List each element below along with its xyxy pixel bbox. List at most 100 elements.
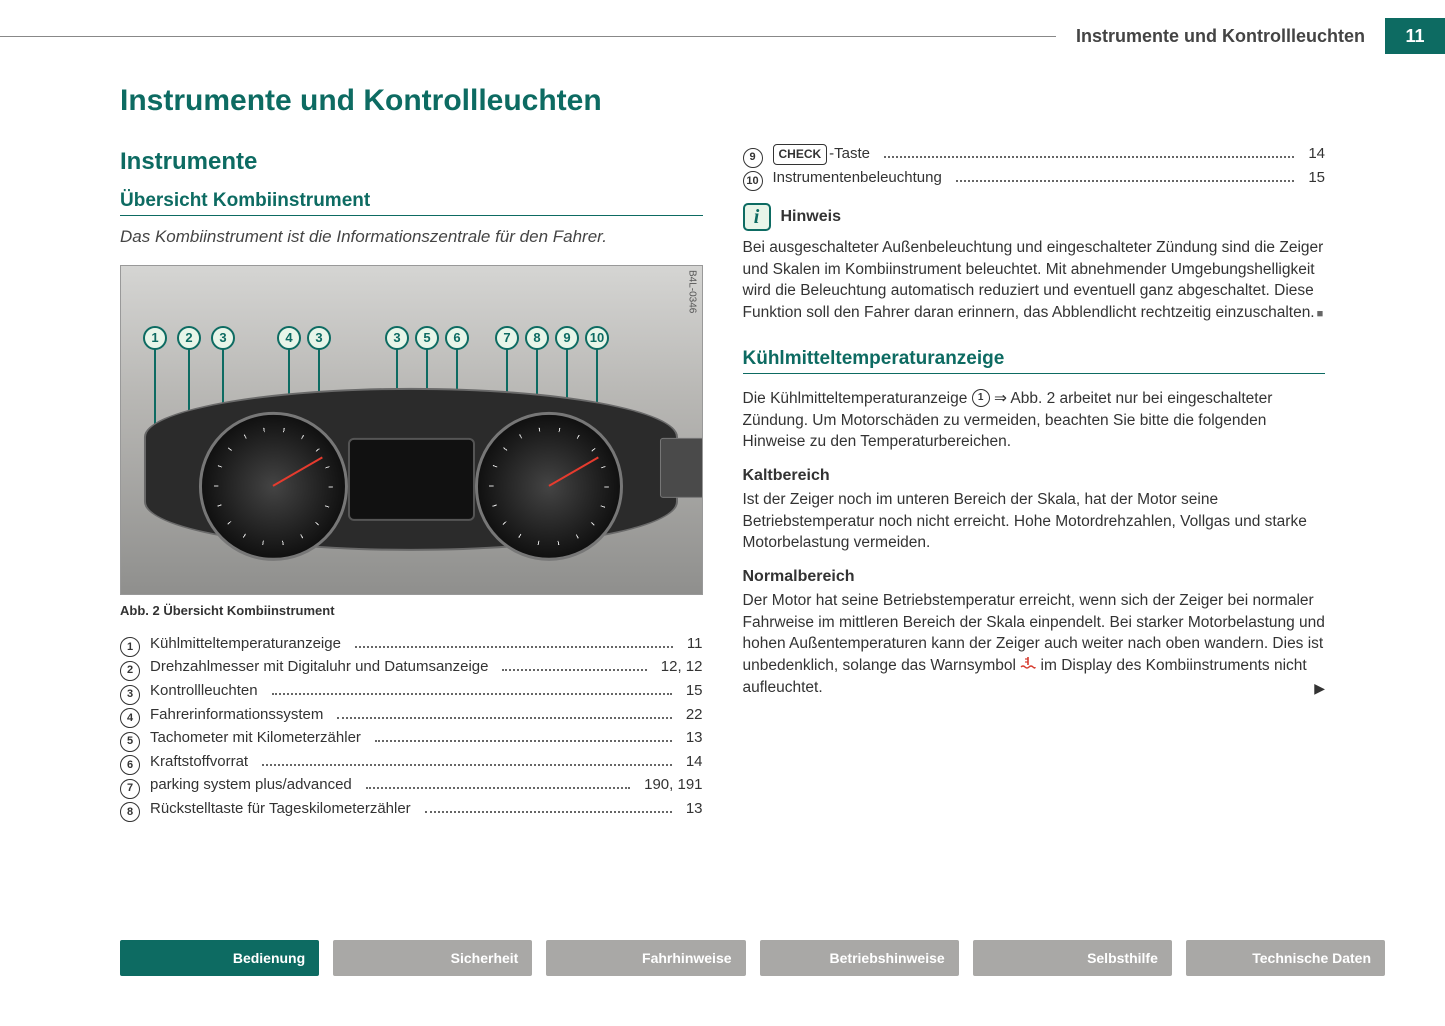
intro-text: Das Kombiinstrument ist die Informations… — [120, 226, 703, 249]
legend-row: 8 Rückstelltaste für Tageskilometerzähle… — [120, 797, 703, 821]
normal-range-body: Der Motor hat seine Betriebstemperatur e… — [743, 590, 1326, 698]
legend-number: 7 — [120, 779, 140, 799]
leader-dots — [366, 776, 630, 790]
legend-number: 3 — [120, 685, 140, 705]
callout-5: 5 — [415, 326, 439, 350]
info-icon: i — [743, 203, 771, 231]
legend-row: 4 Fahrerinformationssystem 22 — [120, 703, 703, 727]
callout-4: 4 — [277, 326, 301, 350]
tab-label: Selbsthilfe — [1087, 950, 1158, 966]
legend-page: 15 — [1308, 166, 1325, 189]
note-body: Bei ausgeschalteter Außenbeleuchtung und… — [743, 237, 1326, 324]
section-title-instruments: Instrumente — [120, 148, 703, 176]
content-area: Instrumente und Kontrollleuchten Instrum… — [120, 84, 1325, 916]
legend-list-left: 1 Kühlmitteltemperaturanzeige 11 2 Drehz… — [120, 632, 703, 820]
legend-row: 5 Tachometer mit Kilometerzähler 13 — [120, 726, 703, 750]
tab-selbsthilfe[interactable]: Selbsthilfe — [973, 940, 1172, 976]
legend-page: 14 — [686, 750, 703, 773]
subsection-title-coolant: Kühlmitteltemperaturanzeige — [743, 348, 1326, 374]
callout-8: 8 — [525, 326, 549, 350]
callout-3c: 3 — [385, 326, 409, 350]
leader-dots — [884, 145, 1294, 159]
legend-label: Instrumentenbeleuchtung — [773, 166, 942, 189]
legend-number: 8 — [120, 802, 140, 822]
tab-bedienung[interactable]: Bedienung — [120, 940, 319, 976]
legend-row: 6 Kraftstoffvorrat 14 — [120, 750, 703, 774]
legend-number: 1 — [120, 637, 140, 657]
legend-label: Tachometer mit Kilometerzähler — [150, 726, 361, 749]
legend-list-right: 9 CHECK-Taste 14 10 Instrumentenbeleucht… — [743, 142, 1326, 189]
center-display — [348, 438, 475, 521]
footer-tabs: Bedienung Sicherheit Fahrhinweise Betrie… — [0, 940, 1445, 976]
legend-page: 12, 12 — [661, 655, 703, 678]
figure-caption: Abb. 2 Übersicht Kombiinstrument — [120, 603, 703, 618]
legend-label: Fahrerinformationssystem — [150, 703, 323, 726]
leader-dots — [375, 729, 672, 743]
cold-range-body: Ist der Zeiger noch im unteren Bereich d… — [743, 489, 1326, 554]
inline-callout-1: 1 — [972, 389, 990, 407]
legend-page: 22 — [686, 703, 703, 726]
callout-9: 9 — [555, 326, 579, 350]
callout-7: 7 — [495, 326, 519, 350]
legend-row: 1 Kühlmitteltemperaturanzeige 11 — [120, 632, 703, 656]
leader-dots — [502, 658, 646, 672]
coolant-intro-a: Die Kühlmitteltemperaturanzeige — [743, 390, 972, 407]
coolant-warning-icon — [1020, 656, 1036, 676]
callout-3a: 3 — [211, 326, 235, 350]
legend-row: 9 CHECK-Taste 14 — [743, 142, 1326, 166]
figure-dashboard: B4L-0346 1 2 3 4 3 3 5 6 7 8 — [120, 265, 703, 595]
gauge-tachometer — [199, 412, 347, 560]
tab-betriebshinweise[interactable]: Betriebshinweise — [760, 940, 959, 976]
tab-fahrhinweise[interactable]: Fahrhinweise — [546, 940, 745, 976]
cold-range-heading: Kaltbereich — [743, 467, 1326, 485]
gauge-speedometer — [475, 412, 623, 560]
legend-label: Rückstelltaste für Tageskilometerzähler — [150, 797, 411, 820]
figure-callouts: 1 2 3 4 3 3 5 6 7 8 9 — [121, 326, 702, 350]
callout-1: 1 — [143, 326, 167, 350]
tab-label: Fahrhinweise — [642, 950, 731, 966]
note-header: i Hinweis — [743, 203, 1326, 231]
tab-technische-daten[interactable]: Technische Daten — [1186, 940, 1385, 976]
note-body-text: Bei ausgeschalteter Außenbeleuchtung und… — [743, 239, 1324, 321]
legend-label: Kraftstoffvorrat — [150, 750, 248, 773]
legend-label-suffix: -Taste — [829, 145, 870, 162]
dashboard-body — [144, 388, 678, 552]
leader-dots — [425, 799, 672, 813]
aux-control-panel — [660, 438, 702, 499]
legend-page: 190, 191 — [644, 773, 702, 796]
normal-range-heading: Normalbereich — [743, 568, 1326, 586]
figure-code: B4L-0346 — [687, 270, 698, 313]
tab-sicherheit[interactable]: Sicherheit — [333, 940, 532, 976]
tab-label: Betriebshinweise — [830, 950, 945, 966]
leader-dots — [262, 752, 672, 766]
legend-number: 10 — [743, 171, 763, 191]
legend-label: Kontrollleuchten — [150, 679, 258, 702]
continue-arrow-icon: ▶ — [1314, 679, 1325, 699]
left-column: Instrumente und Kontrollleuchten Instrum… — [120, 84, 703, 916]
legend-row: 2 Drehzahlmesser mit Digitaluhr und Datu… — [120, 655, 703, 679]
legend-row: 10 Instrumentenbeleuchtung 15 — [743, 166, 1326, 190]
tab-label: Bedienung — [233, 950, 305, 966]
legend-number: 9 — [743, 148, 763, 168]
legend-label: CHECK-Taste — [773, 142, 871, 165]
callout-3b: 3 — [307, 326, 331, 350]
end-marker-icon — [1315, 304, 1324, 321]
legend-page: 15 — [686, 679, 703, 702]
page-number: 11 — [1385, 18, 1445, 54]
check-button-label: CHECK — [773, 144, 828, 165]
legend-page: 13 — [686, 726, 703, 749]
legend-number: 2 — [120, 661, 140, 681]
tab-label: Sicherheit — [451, 950, 519, 966]
legend-page: 11 — [687, 632, 703, 655]
right-column: 9 CHECK-Taste 14 10 Instrumentenbeleucht… — [743, 84, 1326, 916]
legend-label: Drehzahlmesser mit Digitaluhr und Datums… — [150, 655, 488, 678]
page-header: Instrumente und Kontrollleuchten 11 — [0, 18, 1445, 54]
legend-row: 3 Kontrollleuchten 15 — [120, 679, 703, 703]
leader-dots — [272, 682, 672, 696]
leader-dots — [337, 705, 671, 719]
header-title: Instrumente und Kontrollleuchten — [1056, 18, 1385, 54]
legend-number: 6 — [120, 755, 140, 775]
leader-dots — [956, 168, 1295, 182]
note-box: i Hinweis Bei ausgeschalteter Außenbeleu… — [743, 203, 1326, 324]
coolant-intro: Die Kühlmitteltemperaturanzeige 1 ⇒ Abb.… — [743, 388, 1326, 453]
